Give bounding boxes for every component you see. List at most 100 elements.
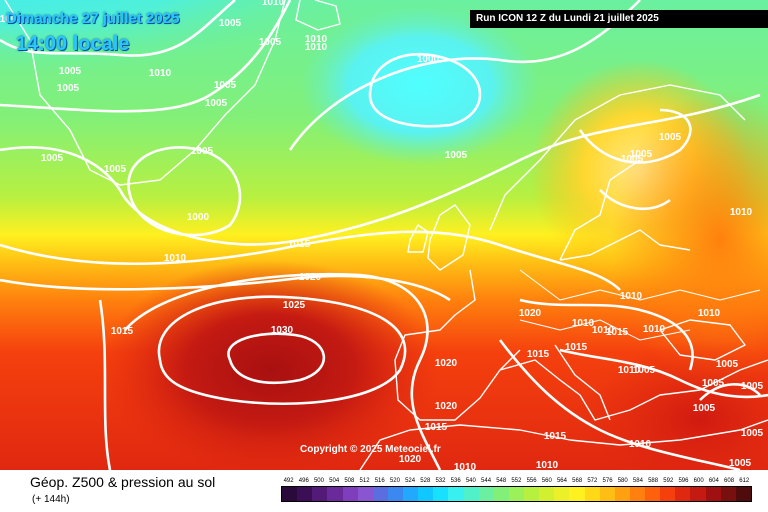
- scale-label: 608: [724, 478, 735, 484]
- isobar-label: 1010: [262, 0, 285, 8]
- scale-swatch: [645, 487, 661, 501]
- scale-swatch: [539, 487, 555, 501]
- scale-swatch: [584, 487, 600, 501]
- scale-label: 496: [298, 478, 309, 484]
- scale-label: 492: [283, 478, 294, 484]
- isobar-label: 1010: [454, 462, 477, 470]
- isobar-label: 1020: [519, 308, 542, 319]
- isobar-label: 1005: [214, 80, 237, 91]
- isobar-label: 1015: [606, 327, 629, 338]
- isobar-label: 1025: [283, 300, 306, 311]
- scale-label: 580: [617, 478, 628, 484]
- isobar-label: 1010: [643, 324, 666, 335]
- scale-label: 560: [541, 478, 552, 484]
- scale-bar: [281, 486, 752, 502]
- isobar-label: 1005: [59, 66, 82, 77]
- isobar-label: 1010: [305, 34, 328, 45]
- footer: Géop. Z500 & pression au sol (+ 144h) 49…: [0, 470, 768, 512]
- scale-swatch: [387, 487, 403, 501]
- run-info: Run ICON 12 Z du Lundi 21 juillet 2025: [470, 10, 768, 28]
- isobar-label: 1000: [417, 54, 440, 65]
- scale-swatch: [357, 487, 373, 501]
- isobar-label: 1000: [187, 212, 210, 223]
- scale-swatch: [448, 487, 464, 501]
- scale-swatch: [282, 487, 298, 501]
- isobar-label: 1005: [702, 378, 725, 389]
- scale-label: 588: [648, 478, 659, 484]
- isobar-label: 1010: [629, 439, 652, 450]
- isobar-label: 1015: [425, 422, 448, 433]
- scale-swatch: [418, 487, 434, 501]
- scale-swatch: [478, 487, 494, 501]
- scale-swatch: [569, 487, 585, 501]
- scale-label: 520: [389, 478, 400, 484]
- scale-label: 592: [663, 478, 674, 484]
- scale-swatch: [720, 487, 736, 501]
- scale-label: 584: [632, 478, 643, 484]
- isobar-label: 1015: [111, 326, 134, 337]
- scale-swatch: [327, 487, 343, 501]
- scale-label: 528: [420, 478, 431, 484]
- scale-swatch: [675, 487, 691, 501]
- isobar-label: 1010: [149, 68, 172, 79]
- isobar-label: 1005: [41, 153, 64, 164]
- forecast-date: Dimanche 27 juillet 2025: [6, 10, 180, 27]
- isobar-label: 1010: [592, 325, 615, 336]
- scale-label: 500: [313, 478, 324, 484]
- isobar-label: 1010: [164, 253, 187, 264]
- scale-label: 548: [496, 478, 507, 484]
- isobar-label: 1005: [741, 381, 764, 392]
- scale-swatch: [599, 487, 615, 501]
- scale-swatch: [372, 487, 388, 501]
- scale-label: 612: [739, 478, 750, 484]
- isobar-label: 1010: [698, 308, 721, 319]
- isobar-label: 100: [0, 14, 17, 25]
- scale-label: 508: [344, 478, 355, 484]
- isobar-label: 1005: [191, 146, 214, 157]
- scale-label: 556: [526, 478, 537, 484]
- isobar-label: 1005: [445, 150, 468, 161]
- isobar-label: 1005: [219, 18, 242, 29]
- scale-label: 564: [556, 478, 567, 484]
- scale-label: 540: [465, 478, 476, 484]
- isobar-label: 1005: [205, 98, 228, 109]
- isobar-label: 1005: [741, 428, 764, 439]
- scale-label: 544: [481, 478, 492, 484]
- scale-label: 552: [511, 478, 522, 484]
- copyright: Copyright © 2025 Meteociel.fr: [300, 444, 441, 455]
- isobar-label: 1005: [659, 132, 682, 143]
- weather-map: 1010 1005 1005 1010 1010 100 1005 1005 1010 1005 1…: [0, 0, 768, 470]
- isobar-label: 1020: [435, 358, 458, 369]
- isobar-label: 1020: [399, 454, 422, 465]
- isobar-label: 1005: [104, 164, 127, 175]
- scale-swatch: [690, 487, 706, 501]
- scale-label: 572: [587, 478, 598, 484]
- isobar-label: 1005: [259, 37, 282, 48]
- isobar-label: 1005: [716, 359, 739, 370]
- scale-swatch: [493, 487, 509, 501]
- scale-label: 504: [329, 478, 340, 484]
- isobar-label: 1005: [630, 149, 653, 160]
- forecast-time: 14:00 locale: [16, 33, 130, 55]
- scale-swatch: [433, 487, 449, 501]
- isobar-label: 1010: [305, 42, 328, 53]
- isobar-label: 1010: [572, 318, 595, 329]
- isobar-label: 1010: [730, 207, 753, 218]
- isobar-label: 1005: [729, 458, 752, 469]
- scale-label: 536: [450, 478, 461, 484]
- scale-swatch: [403, 487, 419, 501]
- scale-swatch: [554, 487, 570, 501]
- scale-swatch: [342, 487, 358, 501]
- isobar-lines: [0, 0, 768, 470]
- scale-label: 600: [693, 478, 704, 484]
- scale-swatch: [508, 487, 524, 501]
- scale-swatch: [660, 487, 676, 501]
- isobar-label: 1015: [527, 349, 550, 360]
- coastline-lines: [4, 0, 768, 470]
- isobar-label: 1005: [633, 365, 656, 376]
- scale-swatch: [614, 487, 630, 501]
- color-scale: 492 496 500 504 508 512 516 520 524 528 532 536 540 5…: [281, 476, 752, 508]
- scale-label: 604: [708, 478, 719, 484]
- scale-label: 524: [405, 478, 416, 484]
